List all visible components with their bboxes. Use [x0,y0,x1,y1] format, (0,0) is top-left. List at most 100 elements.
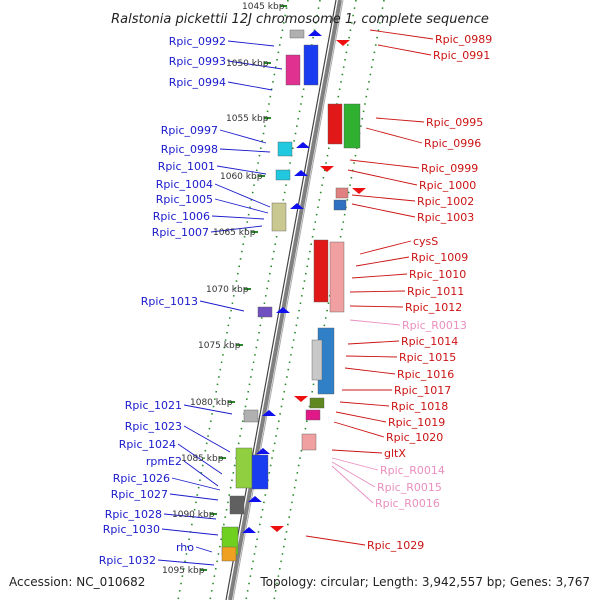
leader-line [183,460,219,487]
leader-line [227,40,275,47]
gene-label-left: Rpic_1001 [158,160,215,173]
gene-block [277,141,293,157]
map-title: Ralstonia pickettii 12J chromosome 1, co… [111,12,489,27]
gene-label-left: Rpic_0993 [169,55,226,68]
gene-label-right: Rpic_1009 [411,251,468,264]
leader-line [211,215,265,220]
gene-label-right: Rpic_1000 [419,179,476,192]
plus-strand-arrow [320,166,334,172]
gene-block [309,397,325,409]
gene-label-left: Rpic_1021 [125,399,182,412]
kbp-tick-label: 1090 kbp [172,510,215,520]
leader-line [214,183,271,208]
gene-label-left: Rpic_1030 [103,523,160,536]
leader-line [359,240,412,255]
leader-line [219,129,267,144]
leader-line [161,528,219,536]
gene-block [305,409,321,421]
gene-label-left: Rpic_1026 [113,472,170,485]
scale-line-inner-left [209,0,321,600]
leader-line [344,367,396,375]
leader-line [183,404,233,415]
minus-strand-arrow [242,527,256,533]
leader-line [375,117,425,123]
kbp-tick-label: 1065 kbp [213,228,256,238]
minus-strand-arrow [308,30,322,36]
leader-line [331,465,374,504]
gene-label-right: Rpic_1019 [388,416,445,429]
gene-block [275,169,291,181]
gene-block [327,103,343,145]
leader-line [339,401,390,407]
gene-block [313,239,329,303]
kbp-tick-label: 1060 kbp [220,172,263,182]
gene-label-left: rho [176,541,194,554]
gene-block [301,433,317,451]
minus-strand-arrow [248,496,262,502]
leader-line [347,169,418,186]
gene-label-left: Rpic_0998 [161,143,218,156]
leader-line [355,256,410,267]
leader-line [333,421,385,438]
gene-label-left: Rpic_1006 [153,210,210,223]
scale-line-outer-right [273,0,385,600]
leader-line [369,29,434,40]
leader-line [199,300,245,312]
gene-label-left: Rpic_1013 [141,295,198,308]
gene-label-right: Rpic_1012 [405,301,462,314]
leader-line [219,148,271,153]
rna-label: Rpic_R0016 [375,497,440,510]
minus-strand-arrow [296,142,310,148]
kbp-tick-label: 1075 kbp [198,341,241,351]
gene-label-right: Rpic_1011 [407,285,464,298]
gene-label-right: Rpic_0991 [433,49,490,62]
gene-label-right: Rpic_1010 [409,268,466,281]
genome-summary-label: Topology: circular; Length: 3,942,557 bp… [259,575,590,589]
gene-block [243,409,259,423]
minus-strand-arrow [262,410,276,416]
gene-label-left: Rpic_0997 [161,124,218,137]
minus-strand-arrow [256,448,270,454]
gene-label-left: Rpic_1007 [152,226,209,239]
leader-line [349,290,406,293]
gene-block [333,199,347,211]
kbp-tick-label: 1050 kbp [226,59,269,69]
accession-label: Accession: NC_010682 [9,575,145,589]
gene-label-left: Rpic_1032 [99,554,156,567]
leader-line [365,127,423,144]
leader-line [195,546,213,553]
gene-label-right: Rpic_1014 [401,335,458,348]
gene-block [271,202,287,232]
backbone [228,0,342,600]
gene-block [257,306,273,318]
plus-strand-arrow [352,188,366,194]
leader-line [331,449,383,454]
gene-block [343,103,361,149]
rna-label: Rpic_R0015 [377,481,442,494]
kbp-tick-label: 1095 kbp [162,566,205,576]
gene-label-right: cysS [413,235,438,248]
gene-label-right: Rpic_0995 [426,116,483,129]
leader-line [214,198,269,214]
leader-line [305,535,366,546]
leader-line [183,425,231,453]
gene-block [329,241,345,313]
gene-label-right: Rpic_1020 [386,431,443,444]
kbp-tick-label: 1080 kbp [190,398,233,408]
gene-label-left: Rpic_1023 [125,420,182,433]
rna-label: Rpic_R0014 [380,464,445,477]
minus-strand-arrow [290,203,304,209]
gene-label-left: Rpic_1027 [111,488,168,501]
leader-line [347,340,400,345]
leader-line [351,273,408,279]
gene-label-left: Rpic_0994 [169,76,226,89]
leader-line [349,305,404,308]
gene-label-left: Rpic_1005 [156,193,213,206]
gene-label-right: Rpic_1016 [397,368,454,381]
leader-line [169,493,219,501]
gene-block [285,54,301,86]
kbp-tick-label: 1085 kbp [181,454,224,464]
gene-block [335,187,349,199]
